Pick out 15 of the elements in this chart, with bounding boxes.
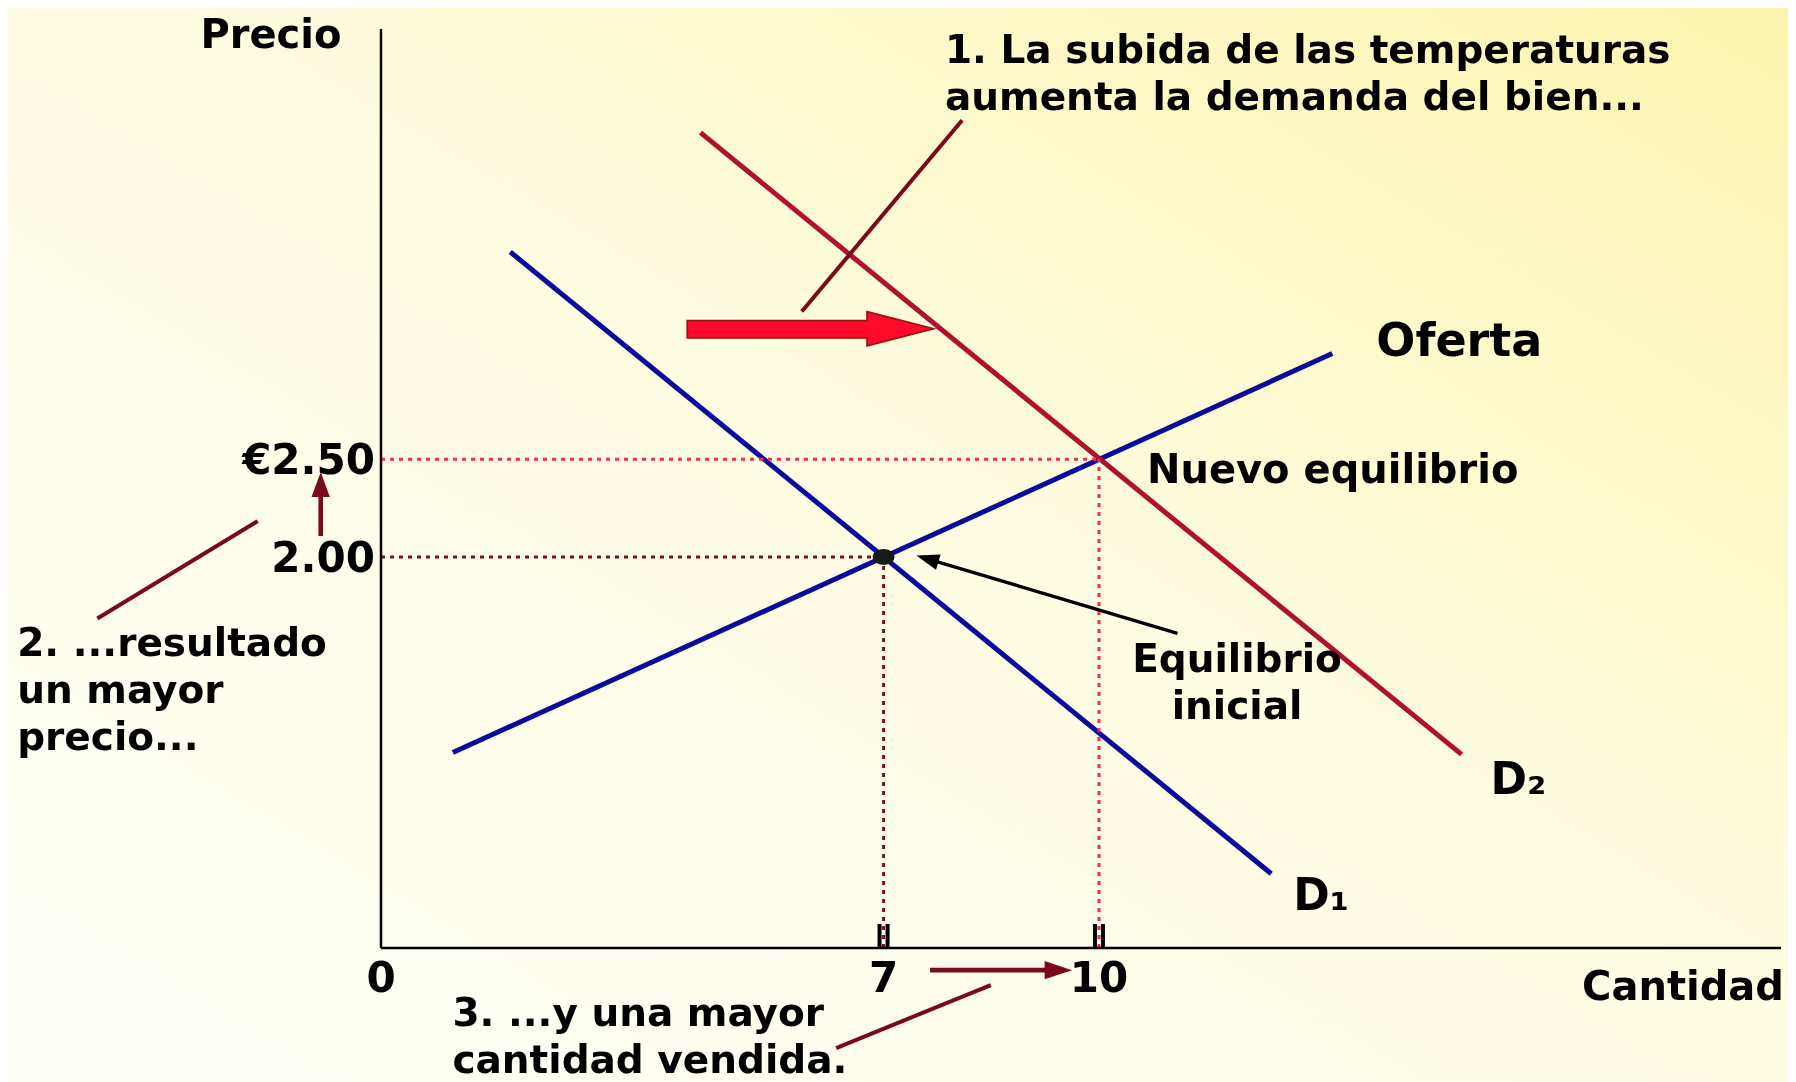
x-tick-label: 0 xyxy=(366,953,396,1002)
x-axis-title: Cantidad xyxy=(1582,962,1784,1009)
series-label: D₁ xyxy=(1293,868,1350,920)
text: 3. ...y una mayor cantidad vendida. xyxy=(452,990,848,1082)
series-label: D₂ xyxy=(1490,753,1547,805)
y-tick-label: 2.00 xyxy=(271,532,375,582)
annotation: Nuevo equilibrio xyxy=(1146,446,1519,493)
y-tick-label: €2.50 xyxy=(241,435,375,485)
annotation: Equilibrio inicial xyxy=(1132,636,1342,729)
text: 2. ...resultado un mayor precio... xyxy=(17,620,327,760)
x-tick-label: 10 xyxy=(1069,953,1129,1002)
annotation: 1. La subida de las temperaturas aumenta la demanda del bien... xyxy=(944,27,1671,119)
x-tick-label: 7 xyxy=(868,953,899,1002)
y-axis-title: Precio xyxy=(200,11,342,58)
series-label: Oferta xyxy=(1376,312,1543,367)
